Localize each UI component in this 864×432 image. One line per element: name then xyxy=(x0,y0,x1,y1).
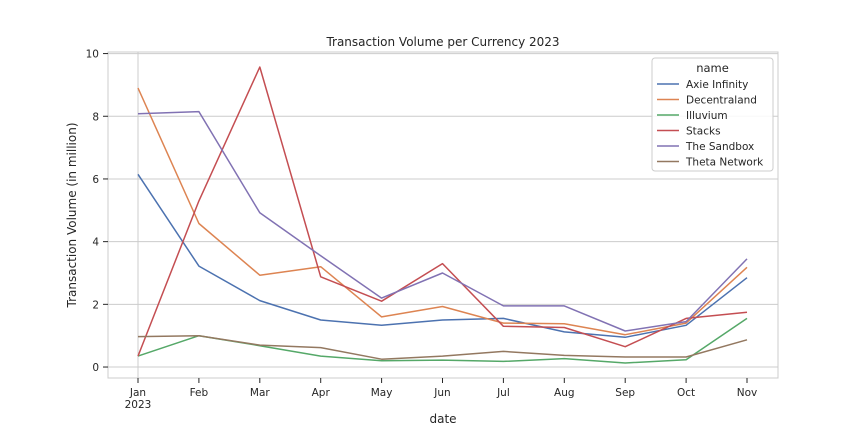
legend-label-theta-network: Theta Network xyxy=(685,157,764,169)
series-line-decentraland xyxy=(137,87,748,336)
x-tick-label: Jan xyxy=(129,387,146,399)
legend-title: name xyxy=(696,61,729,75)
chart-title: Transaction Volume per Currency 2023 xyxy=(325,35,559,49)
x-tick-label: Jul xyxy=(496,387,510,399)
y-tick-label: 4 xyxy=(92,237,99,249)
x-tick-label: May xyxy=(371,387,393,399)
y-tick-label: 0 xyxy=(92,362,99,374)
legend: name Axie Infinity Decentraland Illuvium St… xyxy=(651,57,774,172)
legend-label-decentraland: Decentraland xyxy=(686,95,757,107)
series-line-axie-infinity xyxy=(137,173,748,339)
y-axis-label: Transaction Volume (in million) xyxy=(65,123,79,309)
x-tick-year-label: 2023 xyxy=(125,399,152,411)
x-tick-label: Apr xyxy=(312,387,331,399)
legend-items: Axie Infinity Decentraland Illuvium Stacks T… xyxy=(657,79,764,169)
series-line-stacks xyxy=(137,66,748,357)
legend-label-stacks: Stacks xyxy=(686,126,721,138)
x-tick-label: Sep xyxy=(615,387,635,399)
legend-box xyxy=(651,57,774,172)
series-line-theta-network xyxy=(137,334,748,360)
series-lines xyxy=(137,66,748,364)
x-axis-label: date xyxy=(429,412,456,426)
x-tick-label: Feb xyxy=(190,387,209,399)
x-tick-label: Mar xyxy=(250,387,270,399)
legend-label-the-sandbox: The Sandbox xyxy=(685,141,754,153)
legend-label-illuvium: Illuvium xyxy=(686,110,728,122)
y-tick-label: 10 xyxy=(86,49,99,61)
x-tick-label: Jun xyxy=(433,387,450,399)
x-tick-label: Aug xyxy=(554,387,575,399)
y-tick-label: 2 xyxy=(92,299,99,311)
x-tick-label: Nov xyxy=(737,387,758,399)
y-tick-label: 8 xyxy=(92,111,99,123)
x-tick-label: Oct xyxy=(677,387,695,399)
legend-label-axie-infinity: Axie Infinity xyxy=(686,79,748,91)
series-line-the-sandbox xyxy=(137,110,748,332)
y-tick-label: 6 xyxy=(92,174,99,186)
